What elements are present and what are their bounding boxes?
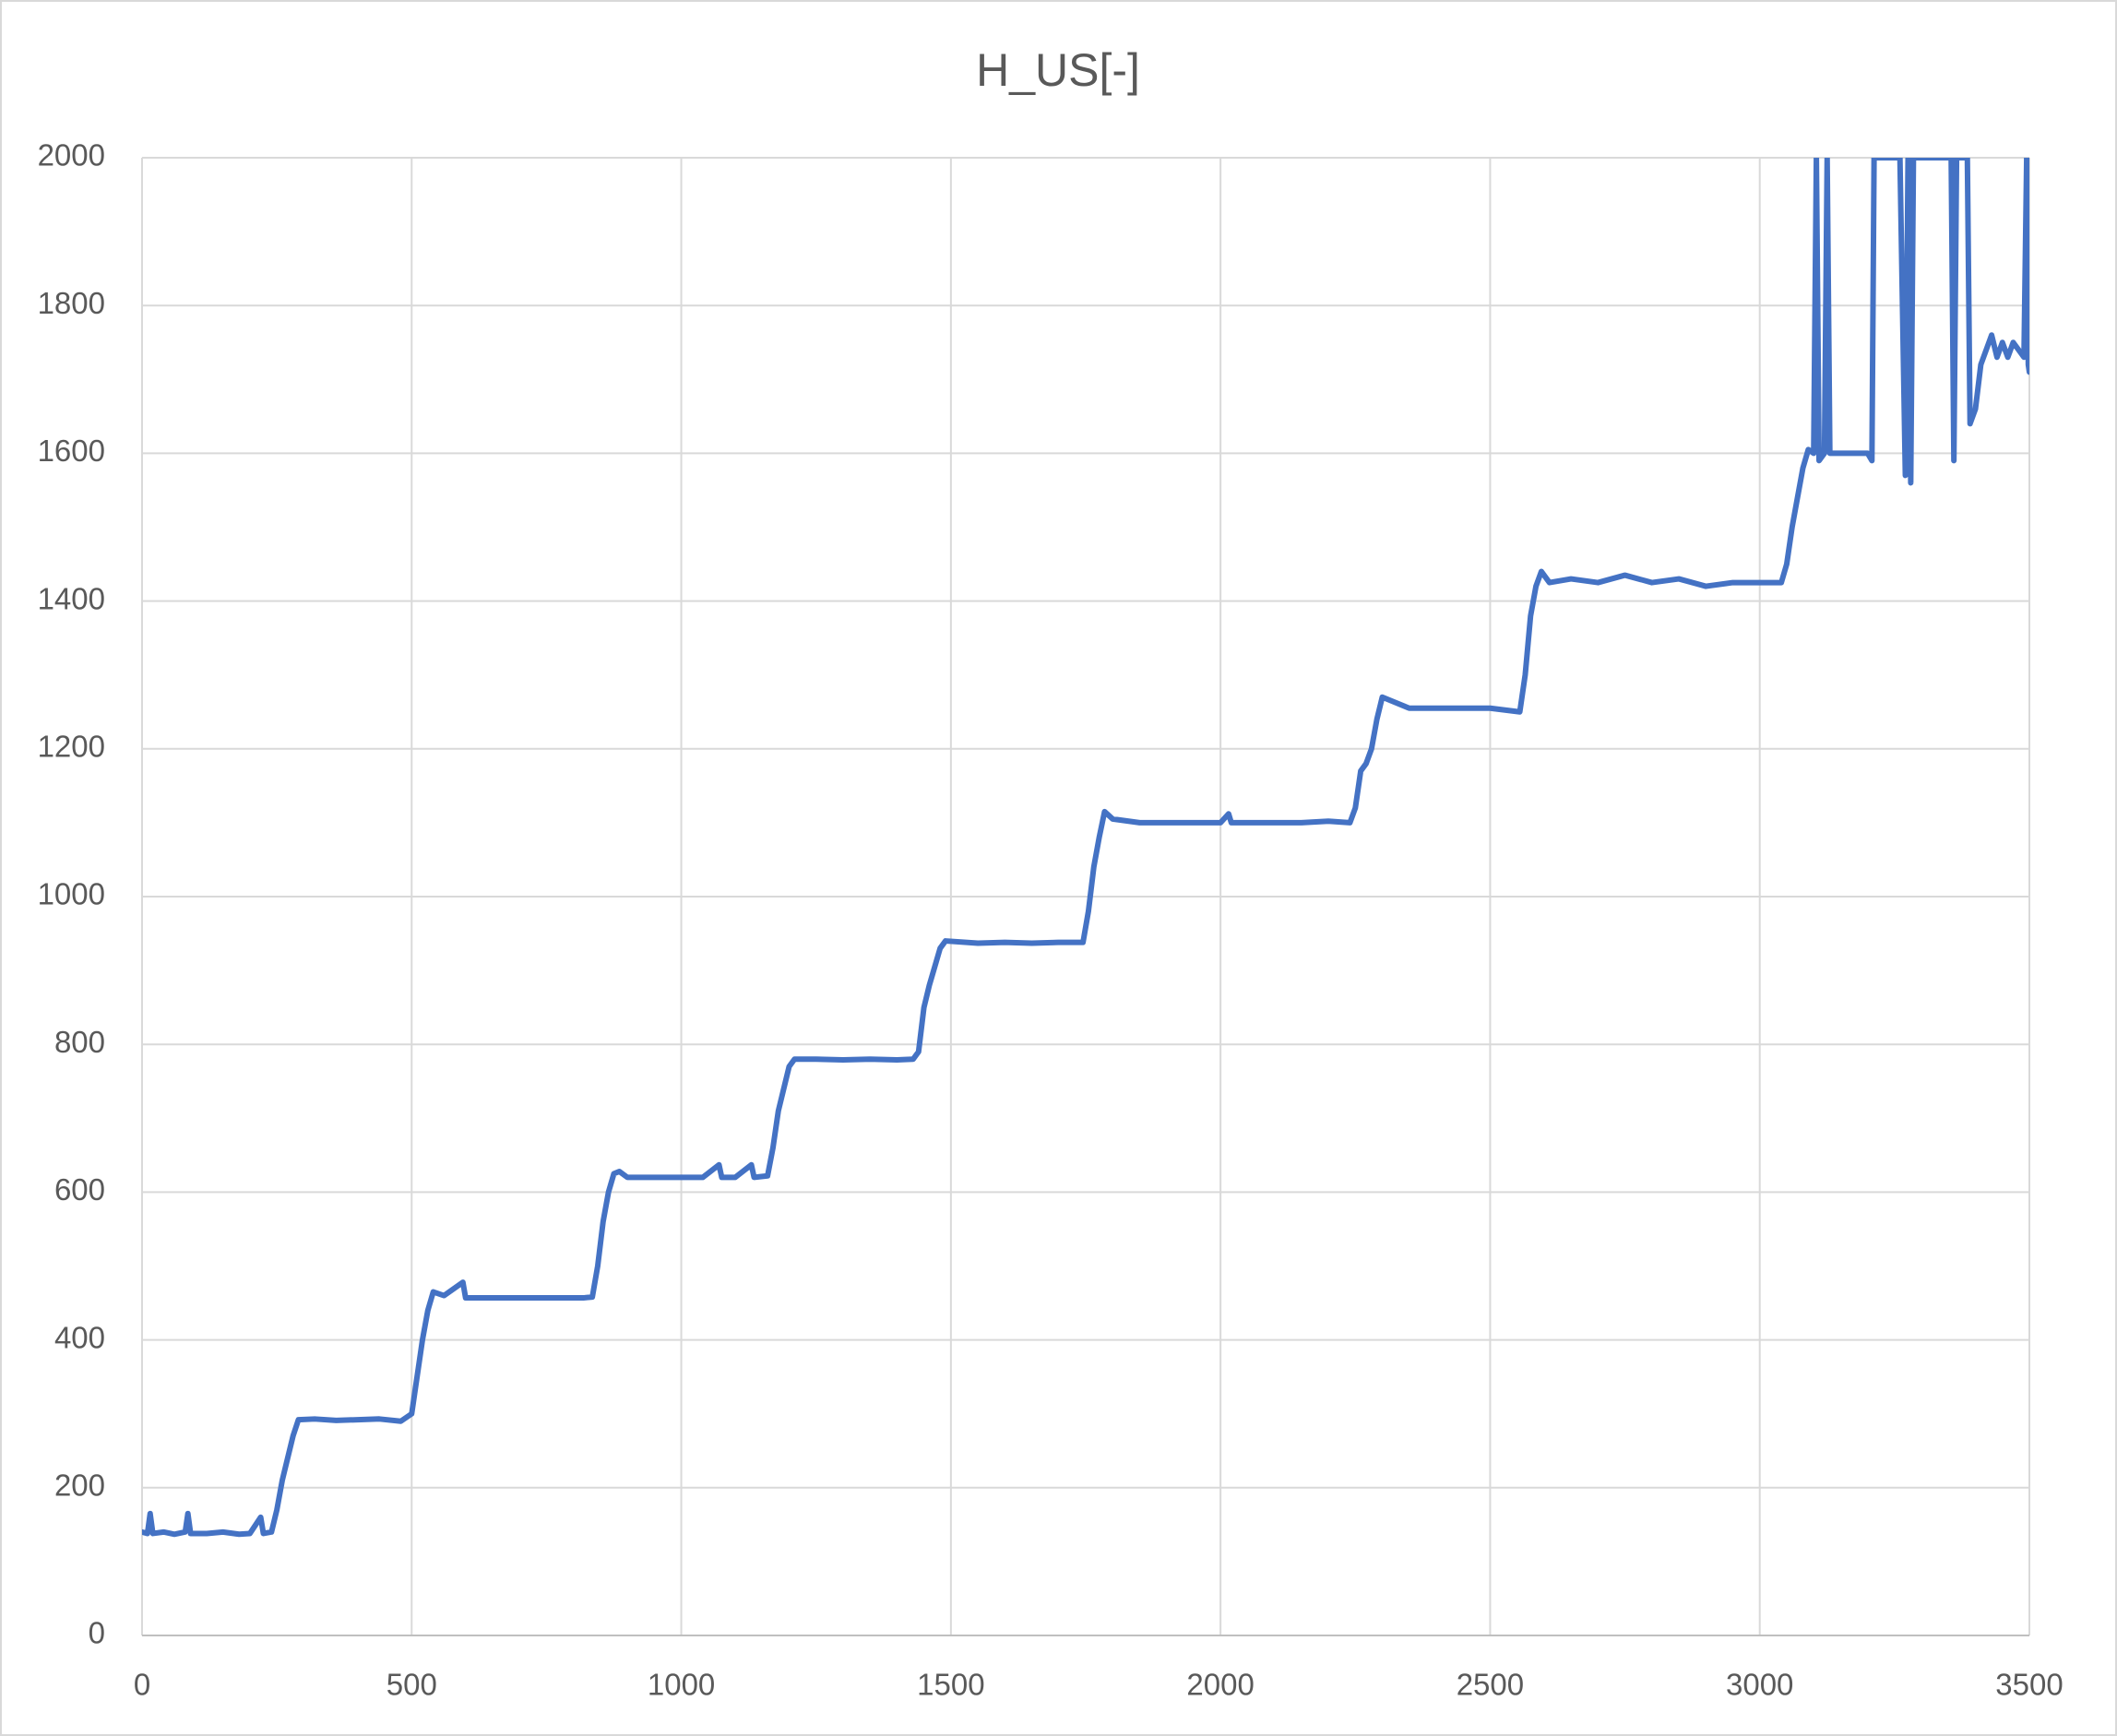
y-tick-label: 400 (54, 1320, 105, 1354)
x-tick-label: 1500 (917, 1668, 984, 1702)
x-tick-label: 3000 (1726, 1668, 1793, 1702)
x-tick-label: 2500 (1457, 1668, 1524, 1702)
x-tick-label: 2000 (1186, 1668, 1254, 1702)
y-tick-label: 600 (54, 1172, 105, 1207)
data-line (142, 158, 2029, 1538)
y-tick-label: 200 (54, 1468, 105, 1503)
chart-title: H_US[-] (976, 44, 1140, 96)
y-tick-label: 2000 (38, 138, 105, 172)
y-tick-label: 1200 (38, 730, 105, 764)
y-tick-label: 0 (89, 1616, 105, 1650)
y-tick-label: 1800 (38, 286, 105, 320)
x-tick-label: 500 (387, 1668, 437, 1702)
x-tick-label: 3500 (1995, 1668, 2063, 1702)
x-tick-label: 1000 (648, 1668, 715, 1702)
y-tick-label: 1000 (38, 877, 105, 911)
x-tick-label: 0 (134, 1668, 150, 1702)
y-tick-label: 1600 (38, 434, 105, 468)
y-tick-label: 800 (54, 1025, 105, 1059)
y-tick-label: 1400 (38, 581, 105, 615)
